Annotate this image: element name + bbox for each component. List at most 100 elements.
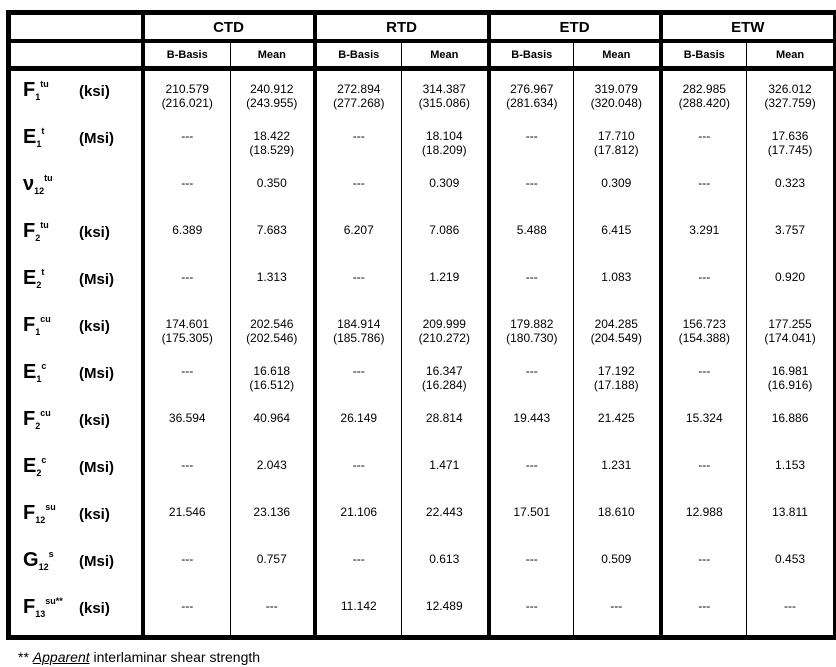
property-unit: (ksi) xyxy=(79,318,110,335)
mean-value-cell: 1.083 xyxy=(573,259,662,306)
value: 16.981 xyxy=(771,364,809,378)
subheader-bbasis: B-Basis xyxy=(486,40,575,71)
mean-value-cell: 177.255 (174.041) xyxy=(746,306,836,353)
mean-value-cell: 2.043 xyxy=(229,447,316,494)
normalized-value: (154.388) xyxy=(678,331,730,345)
value: --- xyxy=(181,270,194,284)
group-header-etd: ETD xyxy=(486,10,663,43)
symbol-letter: E xyxy=(23,455,37,477)
value: 0.509 xyxy=(601,552,632,566)
bbasis-value-cell: --- xyxy=(312,165,403,212)
value: 1.083 xyxy=(601,270,632,284)
property-symbol: E1 t xyxy=(23,126,79,149)
value: 28.814 xyxy=(425,411,463,425)
value: --- xyxy=(525,552,538,566)
value: 16.886 xyxy=(771,411,809,425)
value: 6.207 xyxy=(343,223,374,237)
property-unit: (ksi) xyxy=(79,224,110,241)
property-symbol: G12 s xyxy=(23,549,79,572)
table-row: E2 c (Msi) --- 2.043 --- 1.471 --- 1.231 --- 1.153 xyxy=(8,447,836,494)
value: 0.309 xyxy=(429,176,460,190)
property-unit: (Msi) xyxy=(79,365,114,382)
mean-value-cell: 0.309 xyxy=(401,165,490,212)
bbasis-value-cell: 6.389 xyxy=(140,212,231,259)
mean-value-cell: 240.912 (243.955) xyxy=(229,68,316,118)
mean-value-cell: 1.153 xyxy=(746,447,836,494)
symbol-letter: F xyxy=(23,79,36,101)
value: 179.882 xyxy=(510,317,554,331)
symbol-subscript: 2 xyxy=(35,421,41,431)
symbol-superscript: su xyxy=(45,502,56,512)
property-label: E2 t (Msi) xyxy=(8,259,145,306)
table-row: F1cu (ksi) 174.601 (175.305) 202.546 (202.546… xyxy=(8,306,836,353)
subheader-mean: Mean xyxy=(229,40,316,71)
normalized-value: (216.021) xyxy=(161,96,213,110)
property-symbol: F1 cu xyxy=(23,314,79,337)
normalized-value: (17.188) xyxy=(593,378,639,392)
value: 1.219 xyxy=(429,270,460,284)
property-label: F1 tu (ksi) xyxy=(8,68,145,118)
value: 1.231 xyxy=(601,458,632,472)
mean-value-cell: 0.509 xyxy=(573,541,662,588)
mean-value-cell: 17.192 (17.188) xyxy=(573,353,662,400)
value: 17.501 xyxy=(513,505,551,519)
table-row: E2 t (Msi) --- 1.313 --- 1.219 --- 1.083 --- 0.920 xyxy=(8,259,836,306)
symbol-subscript: 12 xyxy=(38,562,49,572)
mean-value-cell: 0.309 xyxy=(573,165,662,212)
mean-value-cell: 1.219 xyxy=(401,259,490,306)
value: 1.153 xyxy=(775,458,806,472)
table-row: F2 tu (ksi) 6.389 7.683 6.207 7.086 5.488 6.415 3… xyxy=(8,212,836,259)
property-symbol: ν12 tu xyxy=(23,173,79,196)
symbol-subscript: 2 xyxy=(35,233,41,243)
group-header-etw: ETW xyxy=(658,10,836,43)
property-label: E1 c (Msi) xyxy=(8,353,145,400)
value: 7.683 xyxy=(256,223,287,237)
bbasis-value-cell: 174.601 (175.305) xyxy=(140,306,231,353)
mean-value-cell: 28.814 xyxy=(401,400,490,447)
value: 209.999 xyxy=(422,317,466,331)
mean-value-cell: 204.285 (204.549) xyxy=(573,306,662,353)
bbasis-value-cell: --- xyxy=(658,118,748,165)
value: 272.894 xyxy=(337,82,381,96)
symbol-subscript: 13 xyxy=(35,609,46,619)
bbasis-value-cell: --- xyxy=(140,259,231,306)
bbasis-value-cell: --- xyxy=(312,447,403,494)
bbasis-value-cell: 276.967 (281.634) xyxy=(486,68,575,118)
mean-value-cell: 22.443 xyxy=(401,494,490,541)
group-header-rtd: RTD xyxy=(312,10,491,43)
property-unit: (Msi) xyxy=(79,271,114,288)
symbol-subscript: 2 xyxy=(36,468,42,478)
value: 36.594 xyxy=(168,411,206,425)
value: 18.104 xyxy=(425,129,463,143)
bbasis-value-cell: --- xyxy=(486,165,575,212)
mean-value-cell: 319.079 (320.048) xyxy=(573,68,662,118)
value: 13.811 xyxy=(772,505,808,519)
property-symbol: F2 cu xyxy=(23,408,79,431)
bbasis-value-cell: 11.142 xyxy=(312,588,403,638)
value: --- xyxy=(698,364,711,378)
table-row: F13 su** (ksi) --- --- 11.142 12.489 --- --- --- -… xyxy=(8,588,836,638)
property-symbol: F13 su** xyxy=(23,596,79,619)
symbol-superscript: t xyxy=(41,126,45,136)
value: --- xyxy=(265,599,278,613)
symbol-subscript: 1 xyxy=(35,327,41,337)
symbol-letter: G xyxy=(23,549,39,571)
mean-value-cell: 18.422 (18.529) xyxy=(229,118,316,165)
symbol-letter: F xyxy=(23,596,36,618)
bbasis-value-cell: --- xyxy=(312,541,403,588)
value: 0.757 xyxy=(256,552,287,566)
symbol-letter: F xyxy=(23,408,36,430)
bbasis-value-cell: 6.207 xyxy=(312,212,403,259)
bbasis-value-cell: --- xyxy=(658,353,748,400)
bbasis-value-cell: --- xyxy=(658,165,748,212)
subheader-bbasis: B-Basis xyxy=(312,40,403,71)
normalized-value: (288.420) xyxy=(678,96,730,110)
property-label: F12 su (ksi) xyxy=(8,494,145,541)
mean-value-cell: 18.104 (18.209) xyxy=(401,118,490,165)
mean-value-cell: 6.415 xyxy=(573,212,662,259)
bbasis-value-cell: --- xyxy=(140,588,231,638)
bbasis-value-cell: 26.149 xyxy=(312,400,403,447)
value: 319.079 xyxy=(594,82,638,96)
symbol-letter: F xyxy=(23,314,36,336)
mean-value-cell: 17.710 (17.812) xyxy=(573,118,662,165)
